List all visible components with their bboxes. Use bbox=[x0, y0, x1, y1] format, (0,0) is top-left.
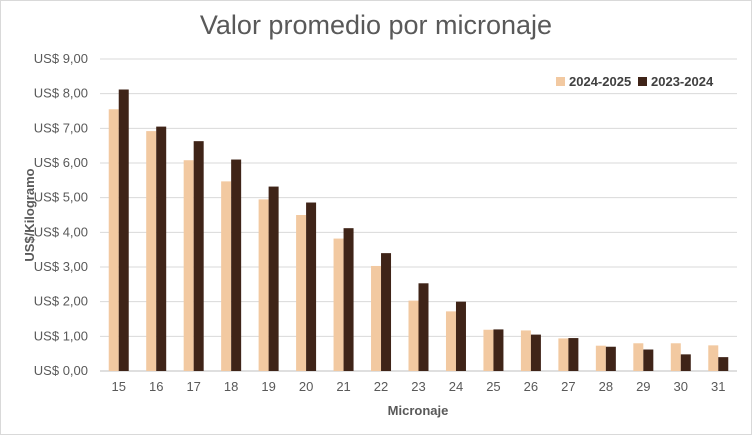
bar-2023-2024-15 bbox=[118, 89, 129, 372]
bar-2024-2025-20 bbox=[296, 215, 307, 371]
bar-2024-2025-25 bbox=[483, 329, 494, 371]
bar-2024-2025-18 bbox=[221, 181, 232, 371]
bar-2024-2025-21 bbox=[333, 238, 344, 371]
x-tick-label: 18 bbox=[224, 379, 238, 394]
bar-2023-2024-24 bbox=[455, 301, 466, 371]
legend-swatch bbox=[556, 77, 565, 86]
bar-2023-2024-30 bbox=[680, 354, 691, 371]
legend-label: 2023-2024 bbox=[651, 74, 714, 89]
y-tick-label: US$ 1,00 bbox=[34, 328, 88, 343]
legend: 2024-2025 2023-2024 bbox=[556, 74, 714, 89]
bar-2024-2025-27 bbox=[558, 338, 569, 371]
x-tick-label: 31 bbox=[711, 379, 725, 394]
bar-2024-2025-23 bbox=[408, 300, 419, 371]
x-tick-label: 28 bbox=[599, 379, 613, 394]
bar-2023-2024-26 bbox=[530, 334, 541, 371]
x-tick-label: 15 bbox=[112, 379, 126, 394]
x-tick-label: 26 bbox=[524, 379, 538, 394]
bar-2023-2024-31 bbox=[718, 357, 729, 371]
bars bbox=[108, 89, 729, 372]
y-axis-title: US$/Kilogramo bbox=[22, 168, 37, 261]
x-tick-label: 24 bbox=[449, 379, 463, 394]
bar-2023-2024-25 bbox=[493, 329, 504, 371]
x-tick-label: 20 bbox=[299, 379, 313, 394]
x-tick-label: 23 bbox=[411, 379, 425, 394]
y-tick-label: US$ 7,00 bbox=[34, 120, 88, 135]
bar-2023-2024-27 bbox=[568, 338, 579, 371]
x-tick-label: 22 bbox=[374, 379, 388, 394]
bar-2023-2024-20 bbox=[306, 202, 317, 371]
bar-2024-2025-24 bbox=[445, 311, 456, 371]
x-tick-label: 19 bbox=[261, 379, 275, 394]
legend-label: 2024-2025 bbox=[569, 74, 631, 89]
y-tick-labels: US$ 0,00 US$ 1,00 US$ 2,00 US$ 3,00 US$ 4,00… bbox=[34, 51, 88, 378]
y-tick-label: US$ 3,00 bbox=[34, 259, 88, 274]
bar-2023-2024-21 bbox=[343, 228, 354, 371]
bar-2024-2025-26 bbox=[520, 330, 531, 371]
y-tick-label: US$ 9,00 bbox=[34, 51, 88, 66]
bar-2023-2024-22 bbox=[381, 253, 392, 371]
legend-swatch bbox=[638, 77, 647, 86]
bar-2023-2024-28 bbox=[605, 346, 616, 371]
y-tick-label: US$ 0,00 bbox=[34, 363, 88, 378]
bar-2023-2024-17 bbox=[193, 141, 204, 371]
bar-2024-2025-16 bbox=[146, 131, 157, 371]
bar-2023-2024-23 bbox=[418, 283, 429, 371]
x-tick-label: 21 bbox=[336, 379, 350, 394]
chart-title: Valor promedio por micronaje bbox=[199, 10, 553, 40]
bar-2024-2025-19 bbox=[258, 199, 269, 371]
y-tick-label: US$ 5,00 bbox=[34, 190, 88, 205]
bar-2024-2025-28 bbox=[595, 345, 606, 371]
x-tick-label: 29 bbox=[636, 379, 650, 394]
y-tick-label: US$ 8,00 bbox=[34, 86, 88, 101]
bar-2023-2024-16 bbox=[156, 126, 167, 371]
bar-2024-2025-15 bbox=[108, 109, 119, 372]
x-tick-label: 16 bbox=[149, 379, 163, 394]
x-tick-labels: 15 16 17 18 19 20 21 22 23 24 25 26 27 28 29 30 31 bbox=[112, 379, 726, 394]
bar-2024-2025-22 bbox=[371, 265, 382, 371]
bar-2023-2024-18 bbox=[231, 159, 242, 371]
bar-2023-2024-29 bbox=[643, 349, 654, 371]
bar-2024-2025-17 bbox=[183, 160, 194, 371]
bar-2024-2025-29 bbox=[633, 343, 644, 371]
x-tick-label: 30 bbox=[674, 379, 688, 394]
bar-2023-2024-19 bbox=[268, 186, 279, 371]
x-axis-title: Micronaje bbox=[388, 403, 449, 418]
y-tick-label: US$ 2,00 bbox=[34, 294, 88, 309]
y-tick-label: US$ 6,00 bbox=[34, 155, 88, 170]
x-tick-label: 25 bbox=[486, 379, 500, 394]
x-tick-label: 27 bbox=[561, 379, 575, 394]
x-tick-label: 17 bbox=[186, 379, 200, 394]
bar-2024-2025-31 bbox=[708, 345, 719, 371]
bar-2024-2025-30 bbox=[670, 343, 681, 371]
y-tick-label: US$ 4,00 bbox=[34, 224, 88, 239]
